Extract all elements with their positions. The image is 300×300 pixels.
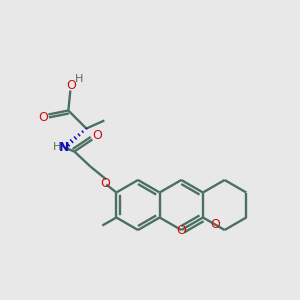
Text: N: N (59, 141, 70, 154)
Text: O: O (210, 218, 220, 231)
Text: O: O (92, 129, 102, 142)
Text: H: H (75, 74, 83, 83)
Text: O: O (100, 177, 110, 190)
Text: O: O (38, 111, 48, 124)
Text: O: O (66, 79, 76, 92)
Text: H: H (53, 142, 61, 152)
Text: O: O (176, 224, 186, 238)
